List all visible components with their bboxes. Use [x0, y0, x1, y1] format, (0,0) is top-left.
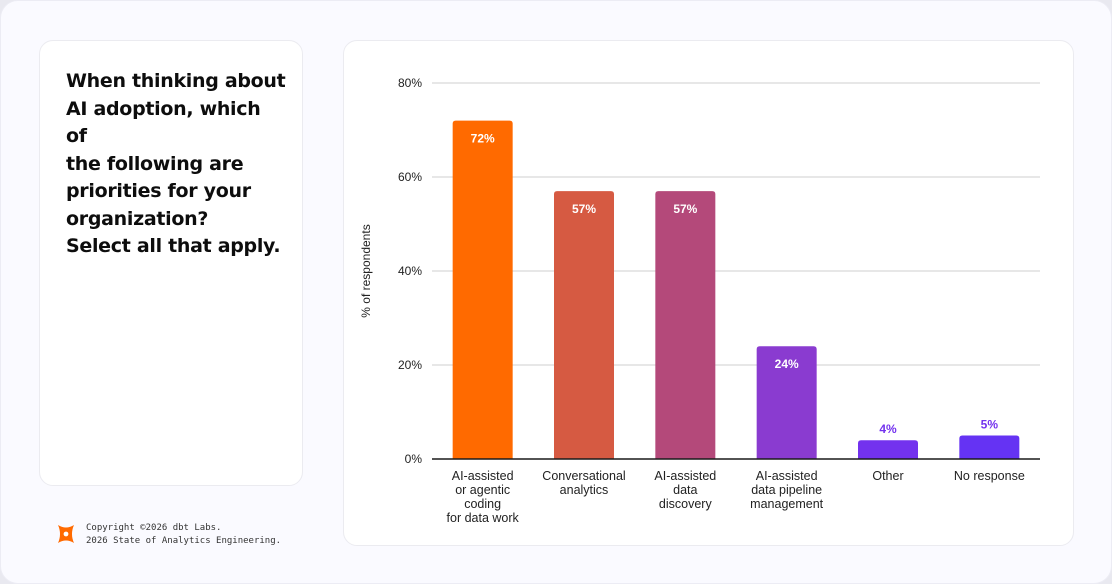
question-line: AI adoption, which of: [66, 97, 261, 148]
x-category-label-line: AI-assisted: [654, 469, 716, 483]
question-line: the following are: [66, 152, 244, 175]
bar-data-label: 5%: [981, 418, 999, 432]
x-category-label-line: or agentic: [455, 483, 510, 497]
x-category-label-line: AI-assisted: [756, 469, 818, 483]
bar-data-label: 57%: [572, 202, 596, 216]
x-category-label-line: coding: [464, 497, 501, 511]
x-category-label: AI-assisted data discovery: [654, 469, 716, 511]
x-category-label-line: AI-assisted: [452, 469, 514, 483]
bar-data-label: 4%: [879, 422, 897, 436]
bar: [756, 346, 817, 459]
y-tick-label: 0%: [405, 452, 423, 466]
x-category-label-line: management: [750, 497, 823, 511]
y-tick-label: 80%: [398, 76, 422, 90]
x-category-label-line: for data work: [447, 511, 520, 525]
copyright-text: Copyright ©2026 dbt Labs. 2026 State of …: [86, 522, 281, 548]
bar-data-label: 72%: [471, 132, 495, 146]
x-category-label-line: data: [673, 483, 697, 497]
report-line: 2026 State of Analytics Engineering.: [86, 536, 282, 546]
x-category-label-line: Conversational: [542, 469, 625, 483]
x-category-label: No response: [954, 469, 1025, 483]
x-category-label-line: discovery: [659, 497, 713, 511]
copyright-line: Copyright ©2026 dbt Labs.: [86, 523, 222, 533]
question-text: When thinking about AI adoption, which o…: [66, 68, 286, 261]
bar: [452, 120, 513, 459]
question-line: priorities for your: [66, 180, 251, 202]
bar: [554, 191, 614, 459]
x-category-label: Other: [872, 469, 903, 483]
question-line: When thinking about: [66, 70, 286, 92]
x-category-label-line: Other: [872, 469, 903, 483]
question-instruction: Select all that apply.: [66, 235, 281, 257]
y-tick-label: 20%: [398, 358, 422, 372]
bar: [655, 191, 716, 459]
y-tick-label: 40%: [398, 264, 422, 278]
x-category-label: AI-assisted data pipeline management: [750, 469, 823, 511]
x-category-label: Conversational analytics: [542, 469, 625, 497]
bar: [959, 435, 1020, 459]
y-axis-label: % of respondents: [359, 224, 373, 317]
chart-card: 0% 20% 40% 60% 80% % of respondents 72% AI-assi…: [343, 40, 1074, 546]
question-card: When thinking about AI adoption, which o…: [39, 40, 303, 486]
bar: [858, 440, 918, 459]
x-category-label-line: No response: [954, 469, 1025, 483]
question-line: organization?: [66, 207, 209, 230]
y-tick-label: 60%: [398, 170, 422, 184]
bar-chart: 0% 20% 40% 60% 80% % of respondents 72% AI-assi…: [359, 76, 1040, 525]
x-category-label: AI-assisted or agentic coding for data work: [447, 469, 520, 525]
bar-data-label: 24%: [775, 357, 799, 371]
dbt-logo-icon: [58, 525, 74, 543]
bar-data-label: 57%: [673, 202, 697, 216]
x-category-label-line: analytics: [560, 483, 609, 497]
x-category-label-line: data pipeline: [751, 483, 822, 497]
